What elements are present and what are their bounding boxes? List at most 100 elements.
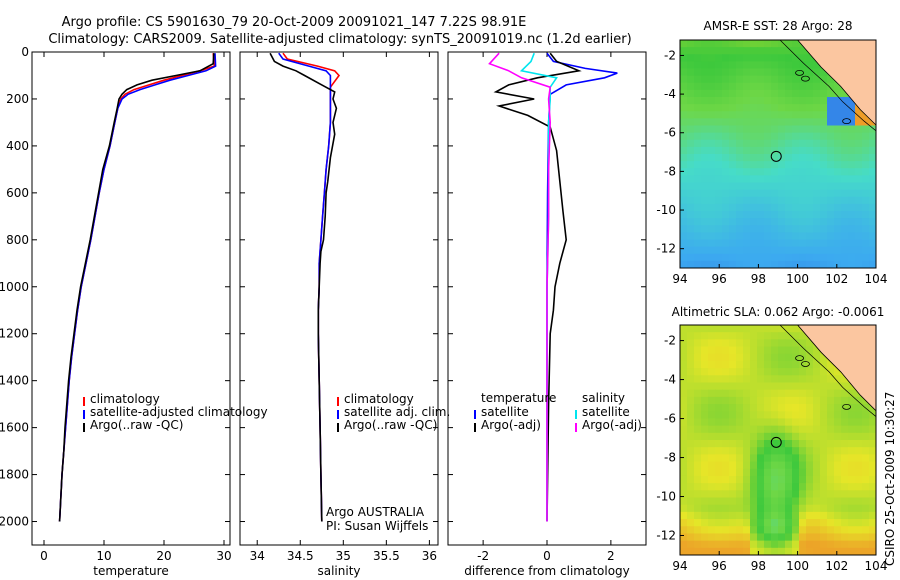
map-cell	[841, 196, 849, 205]
map-cell	[869, 547, 876, 555]
map-cell	[729, 540, 737, 549]
map-cell	[764, 454, 772, 463]
map-cell	[757, 332, 765, 340]
map-cell	[778, 432, 786, 441]
map-cell	[722, 182, 730, 191]
map-cell	[771, 168, 779, 176]
map-cell	[820, 132, 828, 141]
map-cell	[687, 218, 695, 226]
map-cell	[708, 432, 716, 441]
map-cell	[687, 526, 695, 535]
map-cell	[848, 246, 856, 255]
map-cell	[750, 346, 758, 355]
map-cell	[799, 89, 807, 98]
map-cell	[687, 40, 695, 48]
map-cell	[806, 146, 814, 155]
map-cell	[813, 483, 821, 491]
map-cell	[813, 447, 821, 455]
map-cell	[813, 111, 821, 119]
map-cell	[848, 425, 856, 434]
map-cell	[848, 154, 856, 162]
map-cell	[715, 104, 723, 112]
map-cell	[701, 239, 709, 248]
map-cell	[869, 483, 876, 491]
map-cell	[827, 97, 835, 105]
map-cell	[862, 125, 870, 134]
map-cell	[799, 475, 807, 484]
map-cell	[834, 154, 842, 162]
map-cell	[708, 161, 716, 169]
map-cell	[778, 368, 786, 376]
map-cell	[869, 218, 876, 226]
map-cell	[750, 218, 758, 226]
map-cell	[715, 182, 723, 191]
y-tick-label: -8	[664, 451, 676, 465]
map-cell	[778, 526, 786, 535]
map-cell	[722, 40, 730, 48]
land-mass	[797, 325, 876, 412]
map-cell	[834, 375, 842, 384]
map-cell	[680, 540, 688, 549]
map-cell	[869, 447, 876, 455]
map-cell	[834, 418, 842, 427]
map-cell	[778, 189, 786, 198]
map-cell	[806, 418, 814, 427]
map-cell	[827, 411, 835, 420]
map-cell	[757, 519, 765, 527]
map-cell	[778, 447, 786, 455]
map-cell	[848, 253, 856, 262]
map-cell	[764, 47, 772, 55]
map-cell	[771, 61, 779, 70]
map-cell	[708, 325, 716, 333]
map-cell	[694, 461, 702, 470]
map-cell	[792, 389, 800, 398]
map-cell	[785, 404, 793, 412]
map-cell	[813, 504, 821, 513]
map-cell	[708, 61, 716, 70]
map-cell	[855, 432, 863, 441]
map-cell	[841, 146, 849, 155]
map-cell	[792, 346, 800, 355]
map-cell	[813, 382, 821, 391]
map-cell	[771, 189, 779, 198]
map-cell	[757, 389, 765, 398]
map-cell	[869, 519, 876, 527]
map-cell	[722, 382, 730, 391]
y-tick-label: -12	[656, 242, 676, 256]
map-cell	[792, 161, 800, 169]
map-cell	[799, 182, 807, 191]
map-cell	[771, 175, 779, 184]
map-cell	[701, 40, 709, 48]
map-cell	[743, 168, 751, 176]
map-cell	[827, 182, 835, 191]
y-tick-label: 200	[6, 92, 29, 106]
map-frame	[679, 324, 877, 556]
map-cell	[708, 246, 716, 255]
map-cell	[848, 182, 856, 191]
map-cell	[813, 225, 821, 233]
map-cell	[764, 461, 772, 470]
map-cell	[855, 125, 863, 134]
map-cell	[694, 146, 702, 155]
map-cell	[841, 461, 849, 470]
land-mass	[797, 40, 876, 126]
map-cell	[799, 440, 807, 448]
map-cell	[729, 61, 737, 70]
y-tick-label: -2	[664, 48, 676, 62]
map-cell	[694, 260, 702, 268]
map-cell	[820, 260, 828, 268]
map-cell	[750, 89, 758, 98]
map-cell	[820, 146, 828, 155]
map-cell	[687, 68, 695, 77]
map-cell	[750, 447, 758, 455]
map-cell	[841, 232, 849, 241]
map-cell	[708, 511, 716, 520]
map-cell	[694, 382, 702, 391]
map-cell	[855, 468, 863, 477]
map-cell	[806, 68, 814, 77]
map-cell	[820, 360, 828, 369]
map-cell	[708, 218, 716, 226]
map-cell	[764, 382, 772, 391]
sst-map-title: AMSR-E SST: 28 Argo: 28	[704, 19, 853, 33]
x-tick-label: 104	[865, 272, 888, 286]
